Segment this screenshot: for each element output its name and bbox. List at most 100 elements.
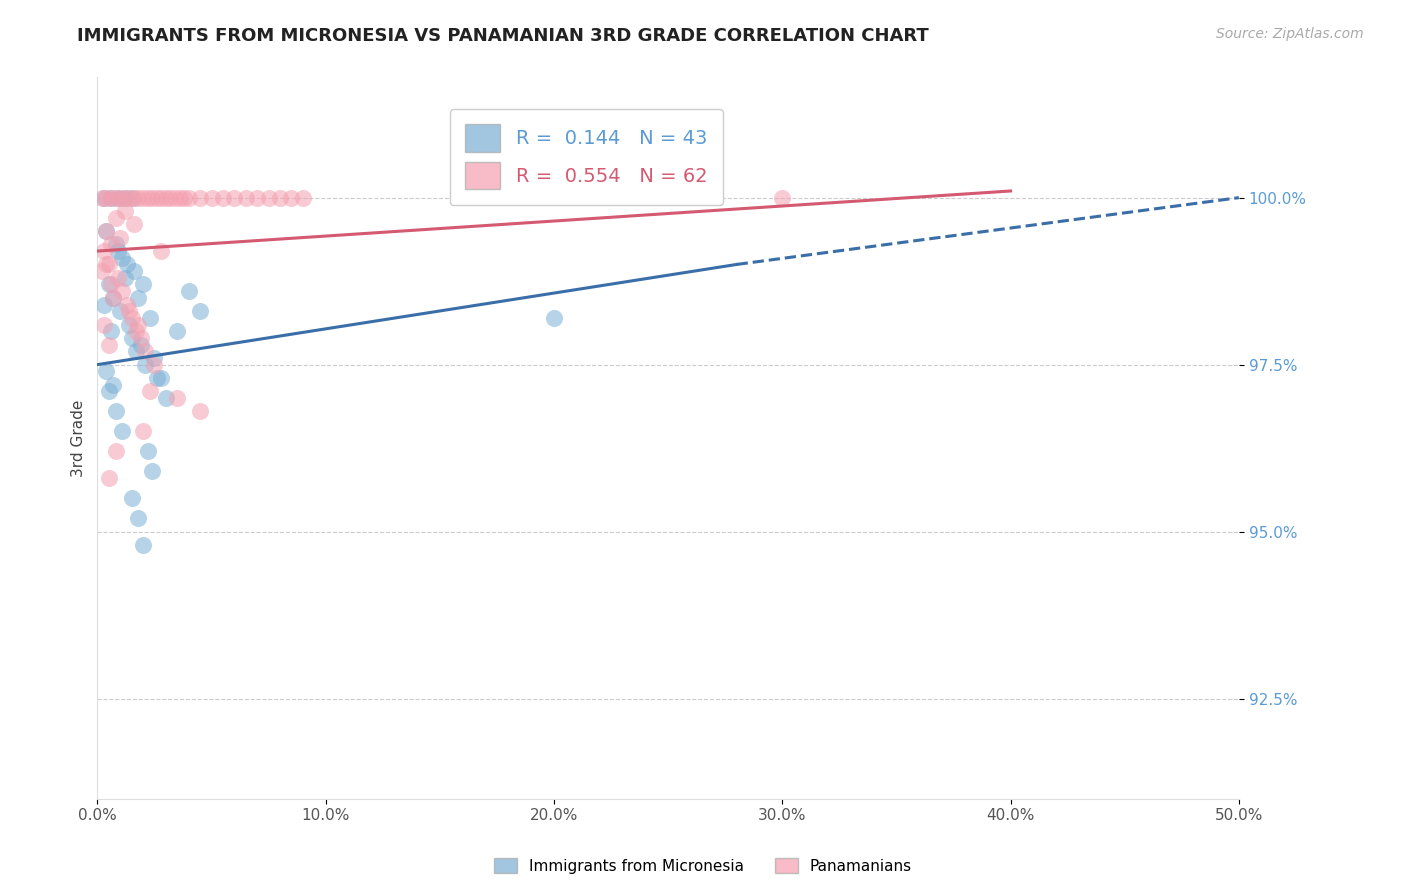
Point: [114, 191, 136, 205]
Point: [143, 358, 166, 372]
Point: [129, 337, 152, 351]
Point: [127, 191, 149, 205]
Point: [100, 324, 122, 338]
Point: [155, 391, 177, 405]
Point: [104, 191, 127, 205]
Point: [127, 318, 149, 332]
Point: [127, 511, 149, 525]
Point: [104, 237, 127, 252]
Point: [93, 297, 115, 311]
Point: [122, 191, 145, 205]
Point: [136, 444, 159, 458]
Point: [139, 310, 162, 325]
Point: [136, 191, 159, 205]
Point: [103, 291, 125, 305]
Text: IMMIGRANTS FROM MICRONESIA VS PANAMANIAN 3RD GRADE CORRELATION CHART: IMMIGRANTS FROM MICRONESIA VS PANAMANIAN…: [77, 27, 929, 45]
Point: [134, 344, 156, 359]
Point: [93, 244, 115, 258]
Point: [118, 191, 141, 205]
Point: [104, 404, 127, 418]
Point: [139, 384, 162, 399]
Point: [125, 324, 148, 338]
Point: [125, 344, 148, 359]
Point: [235, 191, 257, 205]
Point: [246, 191, 269, 205]
Point: [97, 337, 120, 351]
Point: [177, 191, 200, 205]
Point: [132, 191, 155, 205]
Point: [93, 318, 115, 332]
Point: [543, 310, 565, 325]
Point: [108, 231, 131, 245]
Point: [104, 211, 127, 225]
Point: [155, 191, 177, 205]
Point: [200, 191, 222, 205]
Point: [145, 191, 167, 205]
Point: [132, 538, 155, 552]
Y-axis label: 3rd Grade: 3rd Grade: [72, 400, 86, 477]
Point: [173, 191, 195, 205]
Point: [107, 270, 129, 285]
Point: [100, 237, 122, 252]
Point: [127, 291, 149, 305]
Point: [97, 277, 120, 292]
Point: [96, 191, 118, 205]
Point: [97, 471, 120, 485]
Point: [212, 191, 235, 205]
Point: [169, 191, 191, 205]
Point: [115, 297, 138, 311]
Point: [107, 191, 129, 205]
Point: [111, 425, 134, 439]
Point: [121, 331, 143, 345]
Point: [96, 364, 118, 378]
Legend: R =  0.144   N = 43, R =  0.554   N = 62: R = 0.144 N = 43, R = 0.554 N = 62: [450, 109, 723, 204]
Point: [104, 444, 127, 458]
Point: [121, 191, 143, 205]
Point: [141, 465, 163, 479]
Point: [103, 291, 125, 305]
Point: [96, 224, 118, 238]
Point: [141, 191, 163, 205]
Legend: Immigrants from Micronesia, Panamanians: Immigrants from Micronesia, Panamanians: [488, 852, 918, 880]
Point: [280, 191, 302, 205]
Point: [188, 404, 211, 418]
Point: [114, 191, 136, 205]
Point: [114, 204, 136, 219]
Point: [134, 358, 156, 372]
Point: [100, 277, 122, 292]
Point: [770, 191, 793, 205]
Point: [100, 191, 122, 205]
Point: [122, 264, 145, 278]
Point: [150, 191, 173, 205]
Point: [103, 377, 125, 392]
Point: [122, 218, 145, 232]
Point: [291, 191, 314, 205]
Point: [118, 304, 141, 318]
Point: [269, 191, 291, 205]
Point: [97, 384, 120, 399]
Point: [166, 324, 188, 338]
Point: [150, 244, 173, 258]
Point: [163, 191, 186, 205]
Point: [132, 425, 155, 439]
Point: [90, 264, 112, 278]
Point: [107, 244, 129, 258]
Point: [111, 284, 134, 298]
Point: [121, 310, 143, 325]
Point: [96, 257, 118, 271]
Point: [188, 191, 211, 205]
Point: [121, 491, 143, 506]
Point: [188, 304, 211, 318]
Point: [166, 391, 188, 405]
Point: [93, 191, 115, 205]
Point: [177, 284, 200, 298]
Point: [159, 191, 181, 205]
Point: [150, 371, 173, 385]
Point: [118, 318, 141, 332]
Point: [143, 351, 166, 365]
Point: [115, 257, 138, 271]
Point: [114, 270, 136, 285]
Point: [97, 257, 120, 271]
Point: [224, 191, 246, 205]
Point: [96, 224, 118, 238]
